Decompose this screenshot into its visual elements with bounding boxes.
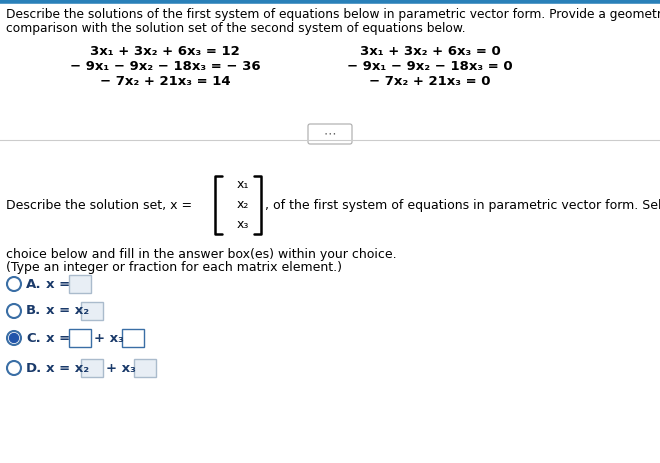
- Text: Describe the solutions of the first system of equations below in parametric vect: Describe the solutions of the first syst…: [6, 8, 660, 21]
- Text: comparison with the solution set of the second system of equations below.: comparison with the solution set of the …: [6, 22, 465, 35]
- Text: (Type an integer or fraction for each matrix element.): (Type an integer or fraction for each ma…: [6, 261, 342, 274]
- Text: A.: A.: [26, 277, 42, 290]
- Text: x = x₂: x = x₂: [46, 305, 89, 318]
- Text: − 7x₂ + 21x₃ = 0: − 7x₂ + 21x₃ = 0: [369, 75, 491, 88]
- Bar: [134, 359, 156, 377]
- Circle shape: [9, 333, 18, 343]
- Text: x₁: x₁: [237, 179, 249, 192]
- Text: − 7x₂ + 21x₃ = 14: − 7x₂ + 21x₃ = 14: [100, 75, 230, 88]
- Bar: [81, 302, 103, 320]
- Text: Describe the solution set, x =: Describe the solution set, x =: [6, 199, 196, 212]
- Text: x =: x =: [46, 332, 75, 344]
- Text: x = x₂: x = x₂: [46, 362, 89, 375]
- Text: x₃: x₃: [237, 219, 249, 232]
- Bar: [122, 329, 144, 347]
- Bar: [69, 275, 91, 293]
- Text: , of the first system of equations in parametric vector form. Select the correct: , of the first system of equations in pa…: [265, 199, 660, 212]
- Bar: [69, 329, 91, 347]
- Text: − 9x₁ − 9x₂ − 18x₃ = − 36: − 9x₁ − 9x₂ − 18x₃ = − 36: [70, 60, 260, 73]
- Text: x =: x =: [46, 277, 75, 290]
- Text: ⋯: ⋯: [324, 127, 336, 140]
- Text: x₂: x₂: [237, 199, 249, 212]
- Text: B.: B.: [26, 305, 41, 318]
- Text: + x₃: + x₃: [106, 362, 136, 375]
- Text: 3x₁ + 3x₂ + 6x₃ = 12: 3x₁ + 3x₂ + 6x₃ = 12: [90, 45, 240, 58]
- Text: + x₃: + x₃: [94, 332, 124, 344]
- Text: − 9x₁ − 9x₂ − 18x₃ = 0: − 9x₁ − 9x₂ − 18x₃ = 0: [347, 60, 513, 73]
- Bar: [81, 359, 103, 377]
- Text: choice below and fill in the answer box(es) within your choice.: choice below and fill in the answer box(…: [6, 248, 397, 261]
- Text: 3x₁ + 3x₂ + 6x₃ = 0: 3x₁ + 3x₂ + 6x₃ = 0: [360, 45, 500, 58]
- Text: C.: C.: [26, 332, 41, 344]
- Text: D.: D.: [26, 362, 42, 375]
- FancyBboxPatch shape: [308, 124, 352, 144]
